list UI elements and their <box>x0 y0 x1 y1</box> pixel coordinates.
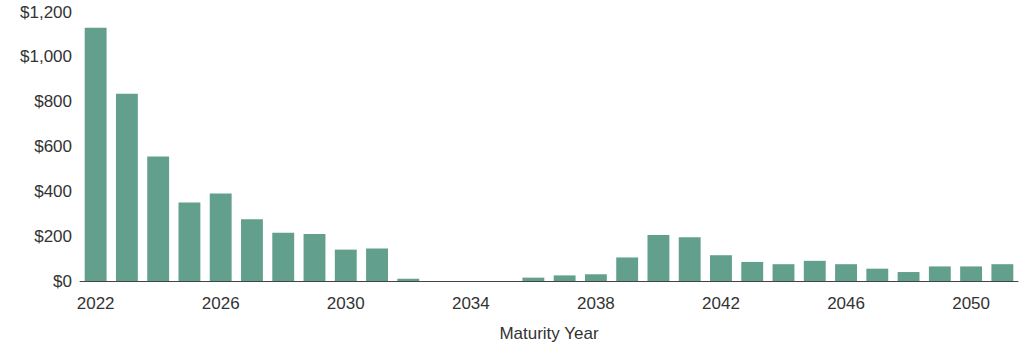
svg-text:$800: $800 <box>34 92 72 111</box>
svg-text:2022: 2022 <box>77 294 115 313</box>
svg-text:2050: 2050 <box>952 294 990 313</box>
svg-text:2046: 2046 <box>827 294 865 313</box>
svg-text:2030: 2030 <box>327 294 365 313</box>
svg-text:$600: $600 <box>34 137 72 156</box>
svg-text:$200: $200 <box>34 227 72 246</box>
svg-text:2042: 2042 <box>702 294 740 313</box>
svg-text:$1,000: $1,000 <box>20 47 72 66</box>
svg-text:$1,200: $1,200 <box>20 3 72 22</box>
svg-text:2026: 2026 <box>202 294 240 313</box>
svg-text:$400: $400 <box>34 182 72 201</box>
svg-text:2034: 2034 <box>452 294 490 313</box>
svg-text:Maturity Year: Maturity Year <box>499 324 599 343</box>
svg-text:2038: 2038 <box>577 294 615 313</box>
svg-text:$0: $0 <box>53 272 72 291</box>
